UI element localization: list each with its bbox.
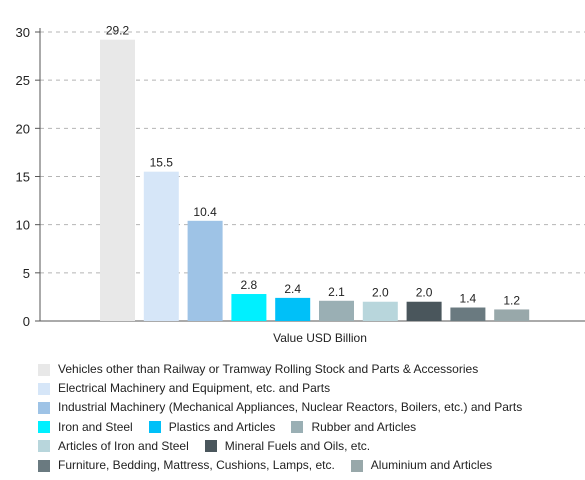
bar — [406, 301, 442, 321]
legend: Vehicles other than Railway or Tramway R… — [38, 360, 578, 475]
bar — [187, 220, 223, 321]
bar-value-label: 1.2 — [503, 293, 520, 307]
bar-value-label: 2.1 — [328, 285, 345, 299]
y-tick-label: 15 — [16, 170, 30, 185]
bar — [450, 307, 486, 321]
legend-item: Electrical Machinery and Equipment, etc.… — [38, 379, 330, 398]
legend-row: Articles of Iron and Steel Mineral Fuels … — [38, 437, 578, 456]
legend-label: Articles of Iron and Steel — [58, 438, 189, 453]
legend-item: Articles of Iron and Steel — [38, 437, 189, 456]
bars — [100, 39, 530, 321]
legend-swatch — [204, 440, 217, 453]
legend-label: Vehicles other than Railway or Tramway R… — [58, 362, 479, 377]
bar-value-labels: 29.2 15.5 10.4 2.8 2.4 2.1 2.0 2.0 1.4 1.2 — [106, 24, 521, 308]
bar-value-label: 15.5 — [150, 156, 174, 170]
legend-label: Industrial Machinery (Mechanical Applian… — [58, 400, 523, 415]
bar — [362, 301, 398, 321]
legend-swatch — [38, 459, 50, 472]
legend-item: Furniture, Bedding, Mattress, Cushions, … — [38, 456, 335, 475]
bar-value-label: 2.0 — [416, 286, 433, 300]
bar — [494, 309, 530, 321]
legend-swatch — [350, 459, 363, 472]
legend-row: Industrial Machinery (Mechanical Applian… — [38, 398, 578, 417]
y-tick-label: 20 — [16, 121, 30, 136]
legend-item: Rubber and Articles — [291, 418, 416, 437]
legend-label: Aluminium and Articles — [370, 458, 493, 473]
bar — [100, 39, 135, 321]
legend-label: Plastics and Articles — [168, 419, 276, 434]
legend-swatch — [38, 421, 50, 434]
y-tick-label: 30 — [16, 25, 30, 40]
legend-row: Iron and Steel Plastics and Articles Rubbe… — [38, 418, 578, 437]
bar-value-label: 29.2 — [106, 24, 130, 38]
legend-swatch — [38, 382, 50, 395]
legend-swatch — [148, 421, 161, 434]
legend-item: Vehicles other than Railway or Tramway R… — [38, 360, 478, 379]
legend-label: Mineral Fuels and Oils, etc. — [224, 438, 371, 453]
bar-value-label: 2.8 — [241, 278, 258, 292]
bar-value-label: 10.4 — [193, 205, 217, 219]
bar-chart: 0 5 10 15 20 25 30 29.2 15.5 10.4 2.8 2.4 2.1 2.0 2.0… — [16, 24, 585, 345]
bar-value-label: 2.0 — [372, 286, 389, 300]
y-tick-label: 0 — [23, 314, 30, 329]
legend-swatch — [38, 401, 50, 414]
legend-item: Aluminium and Articles — [350, 456, 493, 475]
legend-swatch — [38, 440, 50, 453]
legend-row: Furniture, Bedding, Mattress, Cushions, … — [38, 456, 578, 475]
legend-label: Iron and Steel — [58, 419, 133, 434]
legend-item: Industrial Machinery (Mechanical Applian… — [38, 398, 522, 417]
x-axis-title: Value USD Billion — [273, 331, 367, 345]
y-tick-label: 10 — [16, 218, 30, 233]
legend-label: Furniture, Bedding, Mattress, Cushions, … — [58, 458, 335, 473]
legend-swatch — [291, 421, 304, 434]
bar-value-label: 2.4 — [284, 282, 301, 296]
bar — [231, 294, 267, 321]
bar — [143, 171, 179, 321]
legend-row: Electrical Machinery and Equipment, etc.… — [38, 379, 578, 398]
y-tick-label: 25 — [16, 73, 30, 88]
bar — [319, 300, 354, 321]
legend-label: Electrical Machinery and Equipment, etc.… — [58, 381, 331, 396]
bar — [275, 297, 311, 321]
y-tick-label: 5 — [23, 266, 30, 281]
bar-value-label: 1.4 — [460, 292, 477, 306]
legend-label: Rubber and Articles — [311, 419, 417, 434]
legend-swatch — [38, 363, 50, 376]
legend-item: Mineral Fuels and Oils, etc. — [204, 437, 371, 456]
legend-item: Iron and Steel — [38, 418, 133, 437]
legend-row: Vehicles other than Railway or Tramway R… — [38, 360, 578, 379]
legend-item: Plastics and Articles — [148, 418, 276, 437]
